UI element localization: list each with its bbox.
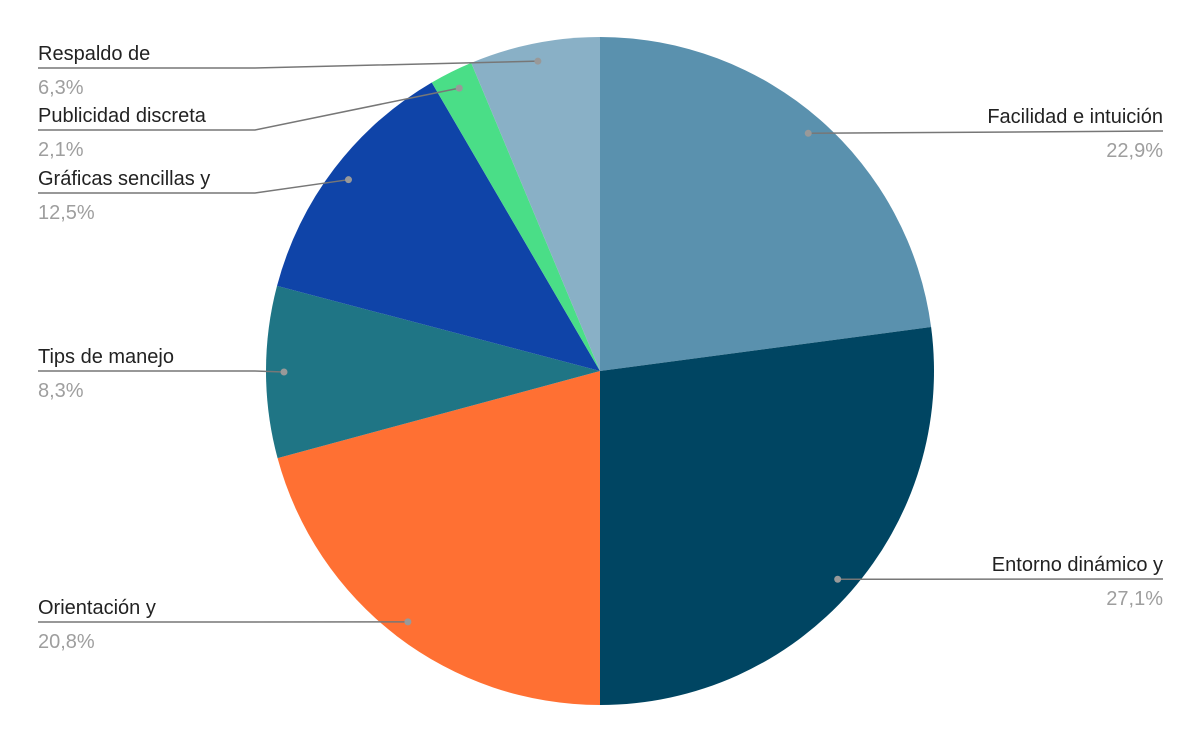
value-label: 6,3% [38,77,84,99]
pie-slice [600,37,932,371]
slice-label: Publicidad discreta [38,105,207,127]
callout-line [38,87,460,131]
slice-label: Entorno dinámico y [992,554,1163,576]
slice-label: Gráficas sencillas y [38,168,210,190]
slice-label: Facilidad e intuición [987,106,1163,128]
callout-line [38,178,349,194]
callout-dot [344,176,352,184]
value-label: 12,5% [38,202,95,224]
pie-slice [277,82,600,371]
callout-dot [280,368,288,376]
pie-slice [600,327,934,705]
slice-label: Tips de manejo [38,346,174,368]
value-label: 8,3% [38,380,84,402]
pie-slice [431,62,600,372]
callout-dot [455,84,463,92]
slice-label: Orientación y [38,597,156,619]
callout-line [38,370,285,373]
pie-slice [277,371,600,705]
callout-dot [804,129,812,137]
value-label: 27,1% [1106,588,1163,610]
callout-line [38,60,538,69]
callout-line [808,130,1164,135]
value-label: 22,9% [1106,140,1163,162]
value-label: 2,1% [38,139,84,161]
callout-dot [834,575,842,583]
callout-dot [534,57,542,65]
callout-dot [404,618,412,626]
pie-slice [471,37,600,371]
slice-label: Respaldo de [38,43,150,65]
pie-slice [266,285,600,459]
value-label: 20,8% [38,631,95,653]
